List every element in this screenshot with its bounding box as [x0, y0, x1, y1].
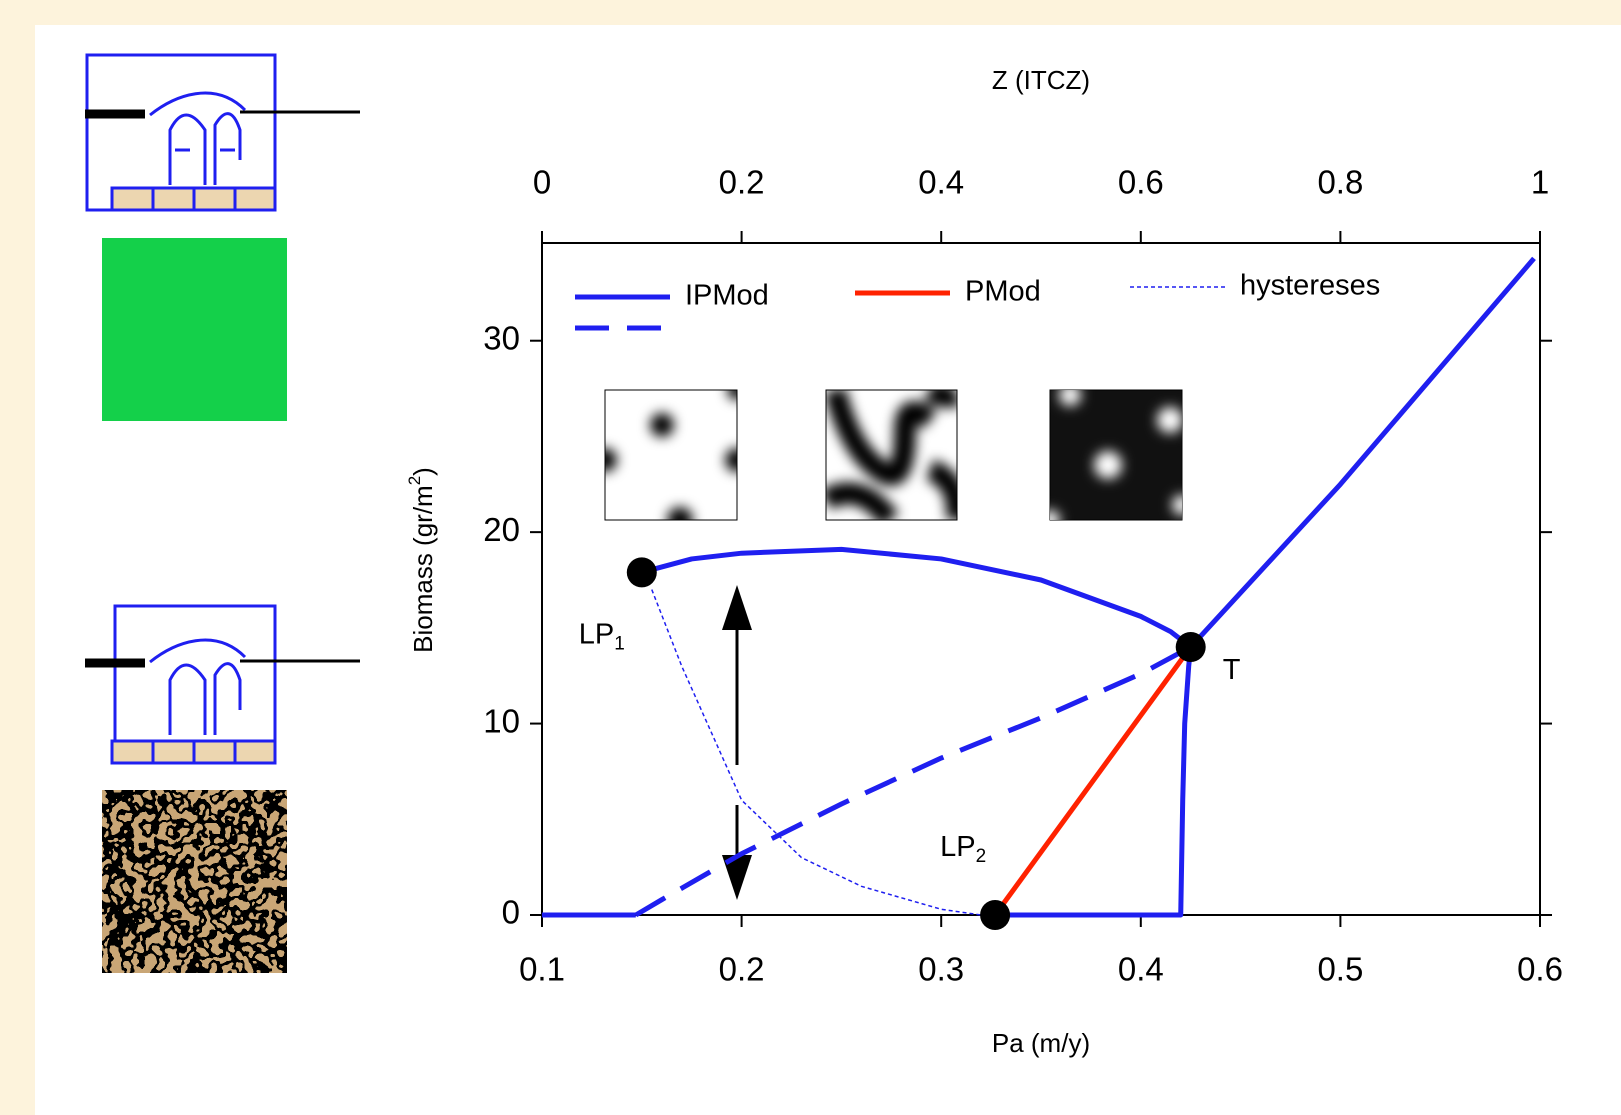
legend-label: PMod	[965, 276, 1041, 308]
inset-labyrinth	[825, 389, 958, 521]
point-label: LP1	[579, 618, 625, 654]
y-label-text: Biomass (gr/m	[408, 485, 438, 653]
y-tick-label: 10	[483, 702, 520, 739]
y-tick-label: 0	[502, 894, 520, 931]
x2-tick-label: 0.2	[719, 164, 765, 201]
point-label-text: LP	[579, 618, 614, 650]
x2-tick-label: 1	[1531, 164, 1549, 201]
transition-arrow	[722, 585, 752, 900]
x-tick-label: 0.2	[719, 951, 765, 988]
point-label: T	[1223, 654, 1241, 686]
y-axis-label: Biomass (gr/m2)	[405, 467, 437, 653]
inset-gaps	[1049, 389, 1183, 521]
series-line	[993, 645, 1193, 917]
x2-tick-label: 0.8	[1317, 164, 1363, 201]
x2-tick-label: 0.4	[918, 164, 964, 201]
y-label-end: )	[408, 467, 438, 476]
critical-point	[1175, 632, 1206, 662]
y-tick-label: 20	[483, 511, 520, 548]
legend-label: IPMod	[685, 280, 769, 312]
uniform-vegetation	[102, 238, 287, 421]
schematic-top	[85, 53, 360, 212]
x2-axis-label: Z (ITCZ)	[992, 65, 1090, 95]
critical-point	[980, 900, 1011, 930]
point-label-sub: 2	[976, 846, 987, 867]
point-label: LP2	[940, 831, 986, 867]
y-tick-label: 30	[483, 319, 520, 356]
inset-spots	[604, 389, 738, 521]
point-label-text: LP	[940, 831, 975, 863]
x2-tick-label: 0	[533, 164, 551, 201]
x2-tick-label: 0.6	[1118, 164, 1164, 201]
point-label-text: T	[1223, 654, 1241, 686]
series-line	[542, 256, 1536, 918]
x-tick-label: 0.6	[1517, 951, 1563, 988]
labyrinth-pattern	[102, 790, 287, 973]
point-label-sub: 1	[614, 633, 625, 654]
x-tick-label: 0.5	[1317, 951, 1363, 988]
y-label-sup: 2	[405, 476, 424, 485]
critical-point	[626, 557, 657, 588]
x-tick-label: 0.3	[918, 951, 964, 988]
schematic-bottom	[85, 604, 360, 765]
x-tick-label: 0.4	[1118, 951, 1164, 988]
series-line	[634, 644, 1192, 918]
legend-label: hystereses	[1240, 270, 1380, 302]
x-tick-label: 0.1	[519, 951, 565, 988]
panel	[35, 25, 1621, 1115]
series-line	[651, 589, 982, 916]
x-axis-label: Pa (m/y)	[992, 1028, 1090, 1058]
